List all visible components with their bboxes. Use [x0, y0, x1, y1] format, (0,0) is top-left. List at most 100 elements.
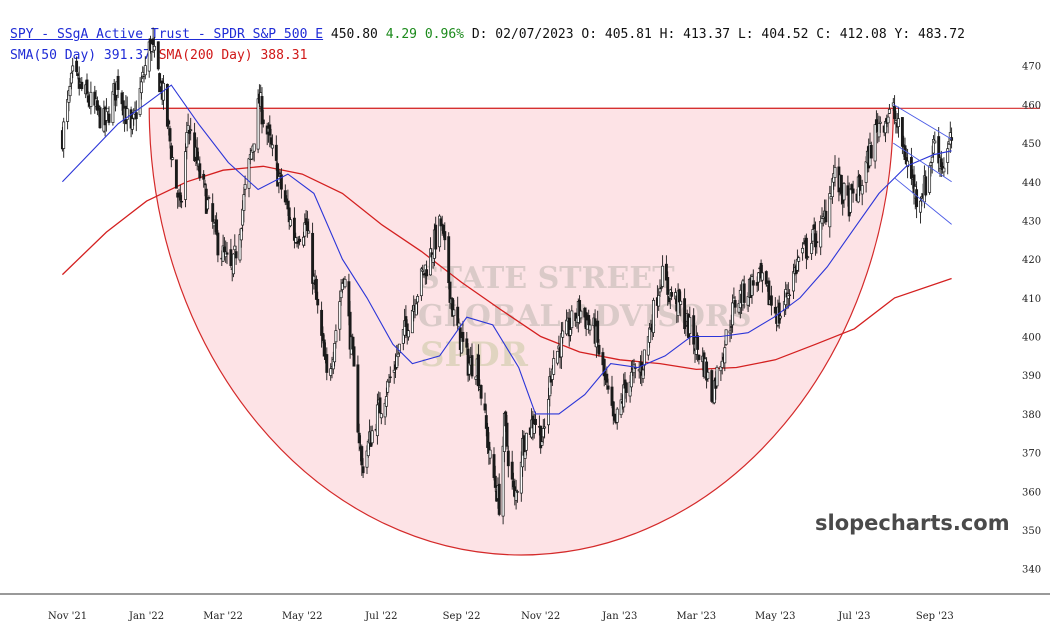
- candle-body: [302, 236, 305, 246]
- candle-body: [819, 220, 823, 248]
- candle-body: [69, 72, 73, 84]
- candle-body: [657, 295, 661, 307]
- candle-body: [501, 445, 505, 517]
- last-price: 450.80: [330, 27, 378, 42]
- x-tick-label: Jan '22: [128, 611, 164, 622]
- logo-line-1: STATE STREET: [418, 261, 675, 296]
- candle-body: [225, 252, 229, 255]
- candle-body: [849, 188, 852, 213]
- candle-body: [597, 344, 601, 355]
- candle-body: [605, 373, 609, 383]
- candle-body: [97, 105, 101, 108]
- candle-body: [697, 354, 701, 360]
- candle-body: [151, 38, 155, 45]
- candle-body: [71, 65, 75, 72]
- candle-body: [928, 165, 932, 193]
- candle-body: [392, 369, 396, 373]
- candlestick-series: [60, 27, 954, 525]
- candle-body: [107, 113, 111, 123]
- candle-body: [185, 132, 189, 148]
- candle-body: [900, 117, 904, 147]
- x-tick-label: Nov '21: [48, 611, 87, 622]
- candle-body: [452, 309, 456, 317]
- candle-body: [878, 121, 882, 124]
- candle-body: [461, 331, 465, 342]
- candle-body: [215, 219, 219, 235]
- candle-body: [659, 287, 663, 289]
- candle-body: [370, 430, 374, 444]
- candle-body: [447, 236, 451, 284]
- candle-body: [897, 118, 900, 127]
- candle-body: [658, 288, 662, 293]
- candle-body: [710, 370, 714, 402]
- candle-body: [243, 184, 247, 190]
- candle-body: [792, 271, 795, 292]
- candle-body: [696, 335, 700, 350]
- candle-body: [839, 174, 843, 194]
- candle-body: [180, 200, 184, 203]
- candle-body: [814, 233, 817, 248]
- candle-body: [169, 145, 173, 160]
- candle-body: [723, 347, 727, 364]
- candle-body: [410, 309, 414, 334]
- candle-body: [156, 41, 160, 70]
- candle-body: [797, 257, 801, 262]
- y-tick-label: 340: [1022, 565, 1041, 576]
- candle-body: [541, 428, 545, 438]
- candle-body: [322, 339, 326, 357]
- candle-body: [919, 200, 922, 213]
- candle-body: [378, 397, 382, 414]
- candle-body: [924, 176, 928, 196]
- candle-body: [232, 253, 235, 275]
- candle-body: [534, 418, 537, 425]
- candle-body: [788, 294, 792, 297]
- candle-body: [356, 364, 360, 433]
- candle-body: [632, 364, 636, 374]
- candle-body: [340, 282, 344, 290]
- candle-body: [143, 65, 147, 76]
- candle-body: [333, 343, 337, 363]
- candle-body: [443, 231, 447, 241]
- candle-body: [588, 324, 592, 331]
- candle-body: [523, 451, 527, 459]
- candle-body: [670, 291, 674, 297]
- candle-body: [465, 338, 469, 348]
- candle-body: [679, 300, 683, 305]
- candle-body: [75, 60, 79, 73]
- cup-bowl-shape: [148, 107, 894, 556]
- candle-body: [561, 330, 565, 338]
- candle-body: [742, 283, 746, 303]
- x-tick-label: Mar '22: [203, 611, 243, 622]
- candle-body: [930, 156, 934, 163]
- sma50-legend[interactable]: SMA(50 Day) 391.37: [10, 48, 151, 63]
- candle-body: [492, 454, 496, 478]
- x-tick-label: Jan '23: [601, 611, 637, 622]
- sma200-legend[interactable]: SMA(200 Day) 388.31: [158, 48, 308, 63]
- candle-body: [746, 296, 750, 306]
- candle-body: [222, 246, 226, 253]
- candle-body: [375, 404, 379, 437]
- candle-body: [939, 158, 943, 168]
- candle-body: [565, 319, 569, 335]
- candle-body: [184, 151, 187, 200]
- candle-body: [877, 123, 881, 138]
- candle-body: [833, 167, 837, 178]
- candle-body: [815, 241, 819, 244]
- candle-body: [395, 355, 399, 368]
- candle-body: [506, 450, 510, 467]
- candle-body: [786, 293, 790, 300]
- y-tick-label: 390: [1022, 371, 1041, 382]
- candle-body: [483, 403, 487, 411]
- candle-body: [229, 249, 233, 266]
- candle-body: [216, 232, 220, 256]
- candle-body: [731, 302, 735, 326]
- candle-body: [139, 81, 143, 94]
- y-tick-label: 420: [1022, 255, 1041, 266]
- ticker-name[interactable]: SPY - SSgA Active Trust - SPDR S&P 500 E: [10, 27, 324, 42]
- candle-body: [864, 161, 868, 183]
- candle-body: [294, 237, 298, 243]
- candle-body: [683, 298, 687, 330]
- candle-body: [851, 188, 855, 194]
- candle-body: [505, 422, 509, 447]
